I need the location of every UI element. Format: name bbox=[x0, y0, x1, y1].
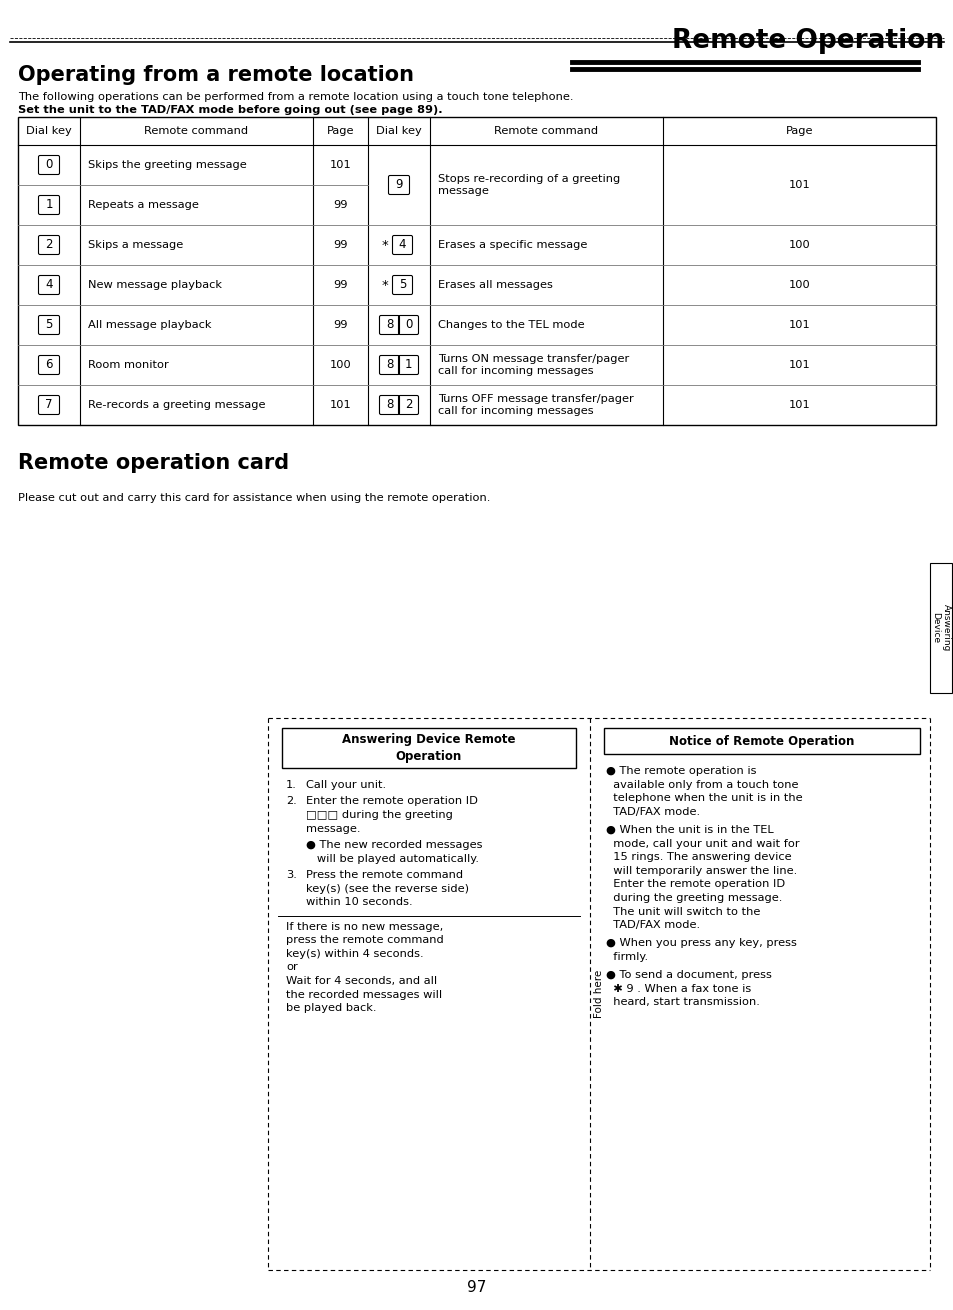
Text: 2.: 2. bbox=[286, 796, 296, 807]
Text: Answering
Device: Answering Device bbox=[930, 604, 950, 651]
Text: 1.: 1. bbox=[286, 779, 296, 790]
Text: Answering Device Remote
Operation: Answering Device Remote Operation bbox=[342, 734, 516, 762]
Bar bbox=[18, 117, 935, 424]
Text: 2: 2 bbox=[45, 238, 52, 252]
Text: ● When the unit is in the TEL
  mode, call your unit and wait for
  15 rings. Th: ● When the unit is in the TEL mode, call… bbox=[605, 825, 799, 930]
Text: New message playback: New message playback bbox=[88, 280, 222, 290]
Text: 4: 4 bbox=[398, 238, 406, 252]
Text: 0: 0 bbox=[404, 318, 412, 331]
Text: Operating from a remote location: Operating from a remote location bbox=[18, 66, 414, 85]
Text: Set the unit to the TAD/FAX mode before going out (see page 89).: Set the unit to the TAD/FAX mode before … bbox=[18, 105, 442, 115]
Text: 100: 100 bbox=[788, 240, 809, 250]
Text: The following operations can be performed from a remote location using a touch t: The following operations can be performe… bbox=[18, 92, 573, 102]
Text: Skips the greeting message: Skips the greeting message bbox=[88, 160, 247, 170]
Text: 8: 8 bbox=[385, 359, 393, 372]
Text: Remote command: Remote command bbox=[494, 126, 598, 136]
Bar bbox=[929, 563, 951, 693]
Text: 9: 9 bbox=[395, 178, 402, 191]
Text: 7: 7 bbox=[45, 398, 52, 411]
Text: 101: 101 bbox=[330, 160, 351, 170]
Text: Press the remote command
key(s) (see the reverse side)
within 10 seconds.: Press the remote command key(s) (see the… bbox=[306, 870, 469, 908]
Text: 100: 100 bbox=[788, 280, 809, 290]
Text: Remote Operation: Remote Operation bbox=[671, 28, 943, 54]
Bar bbox=[603, 728, 919, 755]
Text: Fold here: Fold here bbox=[594, 969, 603, 1018]
Text: 0: 0 bbox=[45, 159, 52, 172]
Text: ● The new recorded messages
   will be played automatically.: ● The new recorded messages will be play… bbox=[306, 840, 482, 863]
Bar bbox=[282, 728, 576, 768]
Text: If there is no new message,
press the remote command
key(s) within 4 seconds.
or: If there is no new message, press the re… bbox=[286, 921, 443, 1013]
Text: 101: 101 bbox=[788, 400, 809, 410]
Text: Erases a specific message: Erases a specific message bbox=[437, 240, 587, 250]
Text: 97: 97 bbox=[467, 1280, 486, 1296]
Text: Re-records a greeting message: Re-records a greeting message bbox=[88, 400, 265, 410]
Text: 1: 1 bbox=[45, 199, 52, 211]
Text: ● The remote operation is
  available only from a touch tone
  telephone when th: ● The remote operation is available only… bbox=[605, 766, 801, 817]
Text: 101: 101 bbox=[788, 179, 809, 190]
Text: 8: 8 bbox=[385, 398, 393, 411]
Text: 101: 101 bbox=[330, 400, 351, 410]
Text: Page: Page bbox=[327, 126, 354, 136]
Text: Remote command: Remote command bbox=[144, 126, 249, 136]
Text: Enter the remote operation ID
□□□ during the greeting
message.: Enter the remote operation ID □□□ during… bbox=[306, 796, 477, 833]
Text: 8: 8 bbox=[385, 318, 393, 331]
Text: Changes to the TEL mode: Changes to the TEL mode bbox=[437, 320, 584, 330]
Text: Repeats a message: Repeats a message bbox=[88, 200, 198, 210]
Text: 99: 99 bbox=[333, 280, 348, 290]
Text: 2: 2 bbox=[404, 398, 412, 411]
Text: 101: 101 bbox=[788, 320, 809, 330]
Text: 3.: 3. bbox=[286, 870, 296, 880]
Text: 101: 101 bbox=[788, 360, 809, 369]
Text: Notice of Remote Operation: Notice of Remote Operation bbox=[669, 735, 854, 748]
Text: 5: 5 bbox=[45, 318, 52, 331]
Text: Skips a message: Skips a message bbox=[88, 240, 183, 250]
Text: Turns OFF message transfer/pager
call for incoming messages: Turns OFF message transfer/pager call fo… bbox=[437, 394, 633, 415]
Text: 99: 99 bbox=[333, 240, 348, 250]
Text: *: * bbox=[381, 279, 388, 292]
Text: Stops re-recording of a greeting
message: Stops re-recording of a greeting message bbox=[437, 174, 619, 195]
Text: Page: Page bbox=[785, 126, 812, 136]
Text: 5: 5 bbox=[398, 279, 406, 292]
Text: Please cut out and carry this card for assistance when using the remote operatio: Please cut out and carry this card for a… bbox=[18, 493, 490, 503]
Text: Dial key: Dial key bbox=[26, 126, 71, 136]
Text: 1: 1 bbox=[404, 359, 412, 372]
Text: All message playback: All message playback bbox=[88, 320, 212, 330]
Text: *: * bbox=[381, 238, 388, 252]
Text: 6: 6 bbox=[45, 359, 52, 372]
Text: Call your unit.: Call your unit. bbox=[306, 779, 386, 790]
Text: 100: 100 bbox=[330, 360, 351, 369]
Text: ● To send a document, press
  ✱ 9 . When a fax tone is
  heard, start transmissi: ● To send a document, press ✱ 9 . When a… bbox=[605, 969, 771, 1007]
Text: Room monitor: Room monitor bbox=[88, 360, 169, 369]
Text: Dial key: Dial key bbox=[375, 126, 421, 136]
Text: ● When you press any key, press
  firmly.: ● When you press any key, press firmly. bbox=[605, 938, 796, 962]
Text: 99: 99 bbox=[333, 320, 348, 330]
Text: Erases all messages: Erases all messages bbox=[437, 280, 553, 290]
Text: 4: 4 bbox=[45, 279, 52, 292]
Text: Turns ON message transfer/pager
call for incoming messages: Turns ON message transfer/pager call for… bbox=[437, 354, 629, 376]
Text: 99: 99 bbox=[333, 200, 348, 210]
Text: Remote operation card: Remote operation card bbox=[18, 453, 289, 473]
